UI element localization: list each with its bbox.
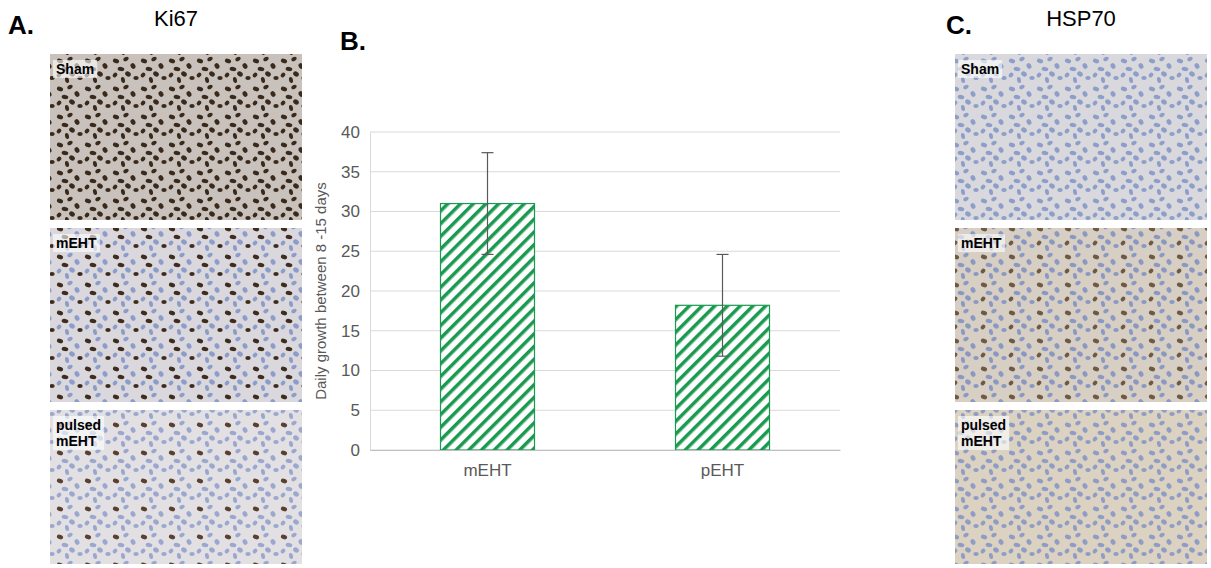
x-axis: mEHT pEHT: [371, 450, 841, 480]
y-tick: 5: [351, 401, 370, 420]
x-axis-line: [371, 450, 841, 451]
label-ground: [53, 416, 104, 450]
x-tick: mEHT: [463, 450, 511, 480]
micrograph: [955, 228, 1207, 402]
error-bar-part: [482, 254, 494, 255]
image-label: pulsedmEHT: [961, 417, 1006, 449]
y-tick: 35: [341, 163, 370, 182]
y-tick-label: 15: [341, 322, 360, 341]
grid-line: [370, 132, 840, 133]
y-tick: 10: [341, 361, 370, 380]
x-tick-label: mEHT: [463, 461, 511, 480]
image-label: mEHT: [961, 235, 1002, 251]
x-tick: pEHT: [701, 450, 744, 480]
y-tick: 30: [341, 202, 370, 221]
image-label: mEHT: [56, 235, 97, 251]
micrograph: [955, 54, 1207, 220]
micrograph: [955, 410, 1207, 564]
error-bar-part: [717, 254, 729, 255]
y-tick: 25: [341, 242, 370, 261]
micrograph: [50, 54, 302, 220]
plot-area: [441, 153, 770, 450]
y-tick: 15: [341, 322, 370, 341]
micrograph: [50, 228, 302, 402]
y-tick-label: 20: [341, 282, 360, 301]
label-ground: [958, 416, 1009, 450]
label-ground: [958, 60, 1002, 78]
x-tick-label: pEHT: [701, 461, 744, 480]
y-tick: 0: [351, 441, 370, 460]
panel-letter: C.: [946, 10, 972, 40]
y-axis: 0 5 10 15 20 25 30 35 40: [341, 123, 370, 460]
image-label: Sham: [56, 61, 94, 77]
error-bar-part: [482, 152, 494, 153]
y-tick-label: 30: [341, 202, 360, 221]
grid-line: [370, 171, 840, 172]
y-tick-label: 40: [341, 123, 360, 142]
image-label: pulsedmEHT: [56, 417, 101, 449]
label-ground: [53, 234, 100, 252]
image-label: Sham: [961, 61, 999, 77]
y-tick-label: 35: [341, 163, 360, 182]
micrograph: [50, 410, 302, 564]
y-axis-line: [370, 133, 371, 451]
panel-title: Ki67: [154, 6, 198, 31]
y-tick: 20: [341, 282, 370, 301]
panel-title: HSP70: [1046, 6, 1116, 31]
y-tick-label: 5: [351, 401, 360, 420]
grid: [370, 132, 840, 450]
y-tick-label: 0: [351, 441, 360, 460]
label-ground: [958, 234, 1005, 252]
y-tick-label: 10: [341, 361, 360, 380]
y-axis-title: Daily growth between 8 -15 days: [312, 182, 329, 400]
label-ground: [53, 60, 97, 78]
panel-letter: A.: [8, 10, 34, 40]
panel-letter: B.: [340, 26, 366, 56]
error-bar: [482, 153, 494, 255]
error-bar-part: [722, 254, 723, 356]
error-bar-part: [717, 356, 729, 357]
y-tick-label: 25: [341, 242, 360, 261]
error-bar: [717, 254, 729, 356]
y-tick: 40: [341, 123, 370, 142]
error-bar-part: [487, 153, 488, 255]
